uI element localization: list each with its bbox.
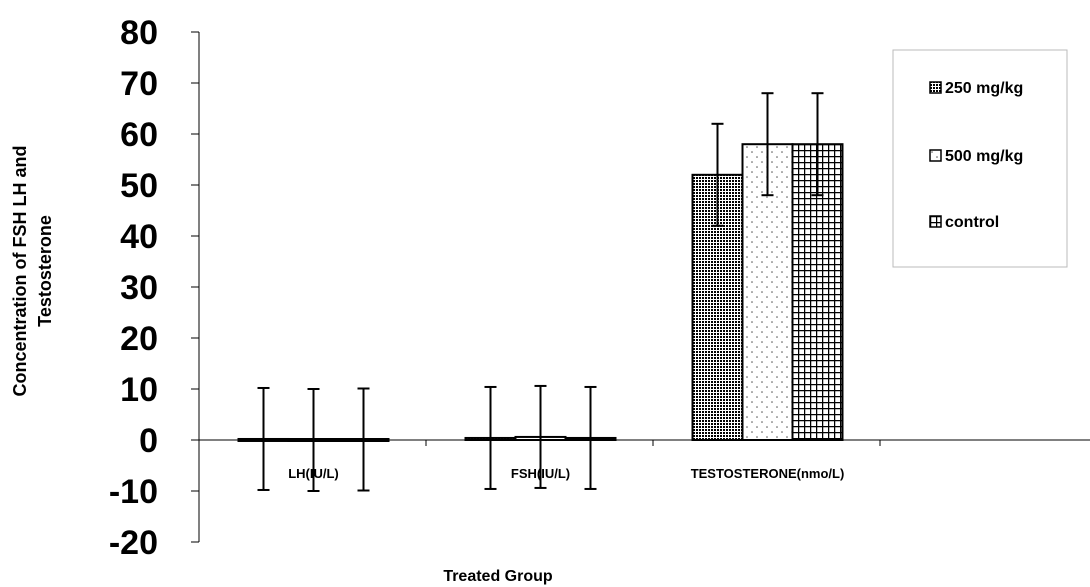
y-tick-label: 30 [120, 269, 158, 307]
legend-item-3: control [929, 214, 999, 231]
y-tick-label: 60 [120, 116, 158, 154]
y-axis-title: Concentration of FSH LH and Testosterone [10, 146, 55, 397]
error-bar-3-2 [584, 385, 597, 490]
legend-item-1: 250 mg/kg [929, 80, 1023, 97]
y-tick-label: -20 [109, 524, 158, 562]
legend: 250 mg/kg 500 mg/kg control [892, 49, 1068, 268]
y-tick-label: 70 [120, 65, 158, 103]
error-bar-2-3 [761, 92, 774, 197]
error-bar-1-1 [257, 386, 270, 491]
legend-label: 500 mg/kg [945, 148, 1023, 165]
y-tick-label: 0 [139, 422, 158, 460]
error-bar-2-2 [534, 384, 547, 489]
legend-swatch [929, 81, 942, 94]
error-bar-1-2 [484, 385, 497, 490]
x-tick-label: FSH(IU/L) [511, 466, 570, 481]
legend-swatch [929, 215, 942, 228]
y-tick-label: 40 [120, 218, 158, 256]
legend-box [892, 49, 1068, 268]
y-tick-label: 80 [120, 14, 158, 52]
x-tick-label: LH(IU/L) [288, 466, 339, 481]
x-tick-label: TESTOSTERONE(nmo/L) [691, 466, 845, 481]
y-tick-label: 50 [120, 167, 158, 205]
legend-swatch [929, 149, 942, 162]
error-bars [257, 92, 824, 492]
y-axis-title-line: Concentration of FSH LH and [10, 146, 30, 397]
x-axis-title: Treated Group [443, 568, 553, 585]
error-bar-3-3 [811, 92, 824, 197]
error-bar-1-3 [711, 122, 724, 227]
error-bar-2-1 [307, 388, 320, 492]
y-tick-label: 10 [120, 371, 158, 409]
legend-item-2: 500 mg/kg [929, 148, 1023, 165]
y-axis-ticks: 80 70 60 50 40 30 20 10 0 -10 -20 [109, 14, 158, 562]
y-axis-title-line: Testosterone [35, 215, 55, 327]
legend-label: 250 mg/kg [945, 80, 1023, 97]
legend-label: control [945, 214, 999, 231]
y-tick-label: 20 [120, 320, 158, 358]
error-bar-3-1 [357, 387, 370, 492]
x-axis-ticks: LH(IU/L) FSH(IU/L) TESTOSTERONE(nmo/L) [288, 466, 844, 481]
y-tick-label: -10 [109, 473, 158, 511]
